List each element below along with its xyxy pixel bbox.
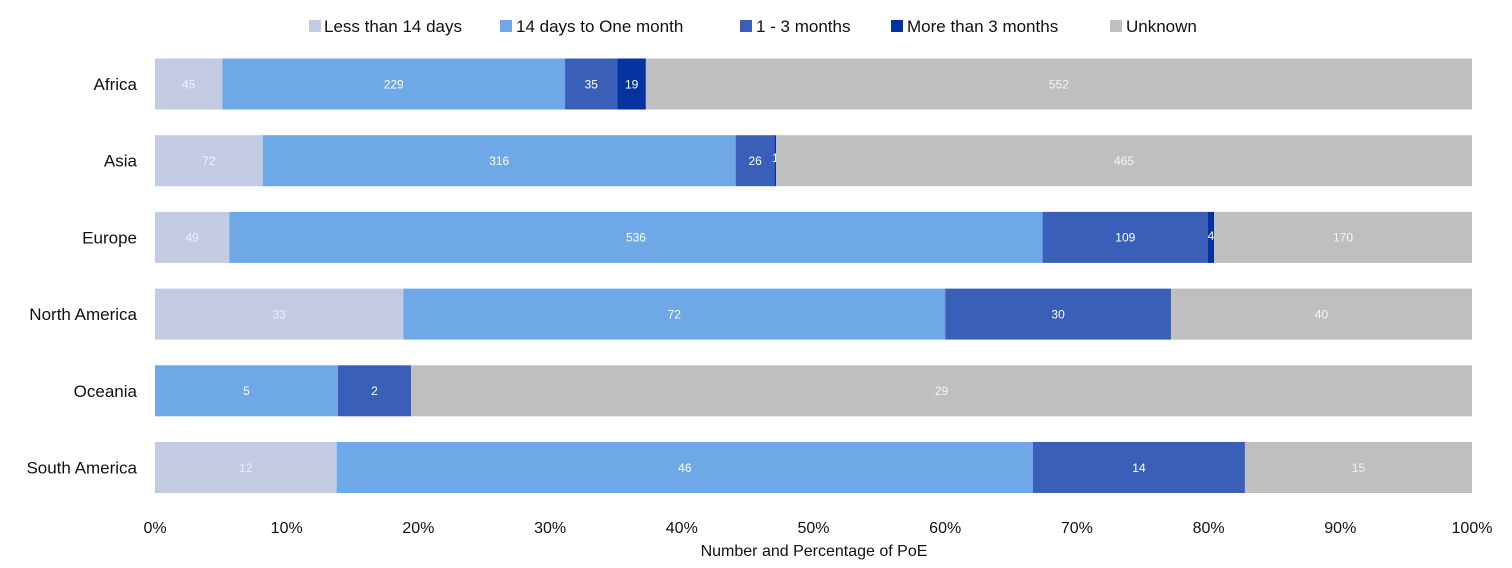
- bar-segment-europe-less-than-14-days: [155, 211, 230, 263]
- data-label-oceania-1-3-months: 2: [371, 384, 378, 398]
- bar-segment-south-america-unknown: [1244, 442, 1472, 493]
- x-tick-label-50: 50%: [797, 520, 829, 537]
- data-label-europe-14-days-to-one-month: 536: [626, 231, 646, 245]
- bar-segment-europe-1-3-months: [1042, 211, 1208, 263]
- y-axis: Africa Asia Europe North America Oceania Sout…: [26, 75, 137, 478]
- data-label-africa-1-3-months: 35: [585, 77, 599, 91]
- legend-label-14-days-to-one-month: 14 days to One month: [516, 17, 683, 36]
- data-label-asia-less-than-14-days: 72: [202, 154, 216, 168]
- bar-segment-oceania-unknown: [411, 365, 1472, 417]
- bar-segment-north-america-1-3-months: [945, 288, 1171, 340]
- bar-segment-north-america-less-than-14-days: [155, 288, 404, 340]
- x-tick-label-70: 70%: [1061, 520, 1093, 537]
- bar-row-north-america: 33 72 30 40: [155, 288, 1472, 340]
- data-label-europe-unknown: 170: [1333, 231, 1353, 245]
- data-label-europe-less-than-14-days: 49: [185, 231, 199, 245]
- x-axis-title: Number and Percentage of PoE: [701, 543, 928, 560]
- data-label-north-america-less-than-14-days: 33: [272, 307, 286, 321]
- legend-swatch-less-than-14-days: [309, 20, 321, 32]
- legend-label-more-than-3-months: More than 3 months: [907, 17, 1058, 36]
- data-label-asia-more-than-3-months: 1: [772, 151, 779, 165]
- x-tick-label-30: 30%: [534, 520, 566, 537]
- legend-label-1-3-months: 1 - 3 months: [756, 17, 851, 36]
- data-label-asia-1-3-months: 26: [748, 154, 762, 168]
- bar-segment-asia-1-3-months: [735, 135, 775, 187]
- bar-segment-asia-unknown: [776, 135, 1472, 187]
- data-label-south-america-1-3-months: 14: [1132, 461, 1146, 475]
- x-tick-label-20: 20%: [402, 520, 434, 537]
- legend-label-unknown: Unknown: [1126, 17, 1197, 36]
- data-label-africa-more-than-3-months: 19: [625, 77, 639, 91]
- bar-segment-south-america-less-than-14-days: [155, 442, 337, 493]
- bar-segment-north-america-14-days-to-one-month: [403, 288, 946, 340]
- bar-segment-asia-more-than-3-months: [774, 135, 777, 187]
- data-label-europe-1-3-months: 109: [1115, 231, 1135, 245]
- bar-segment-asia-14-days-to-one-month: [262, 135, 736, 187]
- legend-swatch-more-than-3-months: [891, 20, 903, 32]
- data-label-north-america-unknown: 40: [1315, 307, 1329, 321]
- category-label-asia: Asia: [104, 152, 138, 171]
- data-label-oceania-unknown: 29: [935, 384, 949, 398]
- data-label-africa-unknown: 552: [1049, 77, 1069, 91]
- data-label-north-america-1-3-months: 30: [1051, 307, 1065, 321]
- x-tick-label-0: 0%: [143, 520, 166, 537]
- bar-segment-europe-more-than-3-months: [1207, 211, 1215, 263]
- data-label-south-america-14-days-to-one-month: 46: [678, 461, 692, 475]
- data-label-north-america-14-days-to-one-month: 72: [668, 307, 682, 321]
- data-label-europe-more-than-3-months: 4: [1208, 229, 1215, 243]
- bar-segment-africa-more-than-3-months: [617, 58, 646, 110]
- bar-segment-oceania-1-3-months: [337, 365, 412, 417]
- category-label-oceania: Oceania: [74, 382, 138, 401]
- x-axis: 0% 10% 20% 30% 40% 50% 60% 70% 80% 90% 100%: [143, 520, 1492, 537]
- category-label-south-america: South America: [26, 459, 137, 478]
- data-label-south-america-less-than-14-days: 12: [239, 461, 253, 475]
- bar-segment-africa-unknown: [645, 58, 1472, 110]
- x-tick-label-10: 10%: [271, 520, 303, 537]
- x-tick-label-90: 90%: [1324, 520, 1356, 537]
- bar-row-oceania: 5 2 29: [155, 365, 1472, 417]
- bar-row-south-america: 12 46 14 15: [155, 442, 1472, 493]
- x-tick-label-60: 60%: [929, 520, 961, 537]
- bar-segment-africa-14-days-to-one-month: [222, 58, 566, 110]
- category-label-europe: Europe: [82, 228, 137, 247]
- data-label-asia-14-days-to-one-month: 316: [489, 154, 509, 168]
- x-tick-label-40: 40%: [666, 520, 698, 537]
- bar-segment-europe-14-days-to-one-month: [229, 211, 1043, 263]
- legend-swatch-14-days-to-one-month: [500, 20, 512, 32]
- bar-segment-oceania-14-days-to-one-month: [155, 365, 338, 417]
- legend: Less than 14 days 14 days to One month 1 -…: [309, 17, 1197, 36]
- bar-segment-africa-1-3-months: [565, 58, 618, 110]
- bar-row-asia: 72 316 26 1 465: [155, 135, 1472, 187]
- legend-label-less-than-14-days: Less than 14 days: [324, 17, 462, 36]
- bar-segment-europe-unknown: [1214, 211, 1472, 263]
- x-tick-label-80: 80%: [1193, 520, 1225, 537]
- data-label-africa-less-than-14-days: 45: [182, 77, 196, 91]
- bar-segment-south-america-14-days-to-one-month: [336, 442, 1034, 493]
- category-label-north-america: North America: [29, 305, 137, 324]
- legend-swatch-1-3-months: [740, 20, 752, 32]
- bar-segment-south-america-1-3-months: [1033, 442, 1245, 493]
- x-tick-label-100: 100%: [1452, 520, 1493, 537]
- data-label-africa-14-days-to-one-month: 229: [384, 77, 404, 91]
- legend-swatch-unknown: [1110, 20, 1122, 32]
- bar-segment-africa-less-than-14-days: [155, 58, 223, 110]
- data-label-asia-unknown: 465: [1114, 154, 1134, 168]
- data-label-oceania-14-days-to-one-month: 5: [243, 384, 250, 398]
- bar-segment-north-america-unknown: [1170, 288, 1472, 340]
- bar-row-europe: 49 536 109 4 170: [155, 211, 1472, 263]
- data-label-south-america-unknown: 15: [1352, 461, 1366, 475]
- bar-row-africa: 45 229 35 19 552: [155, 58, 1472, 110]
- bar-segment-asia-less-than-14-days: [155, 135, 263, 187]
- category-label-africa: Africa: [94, 75, 138, 94]
